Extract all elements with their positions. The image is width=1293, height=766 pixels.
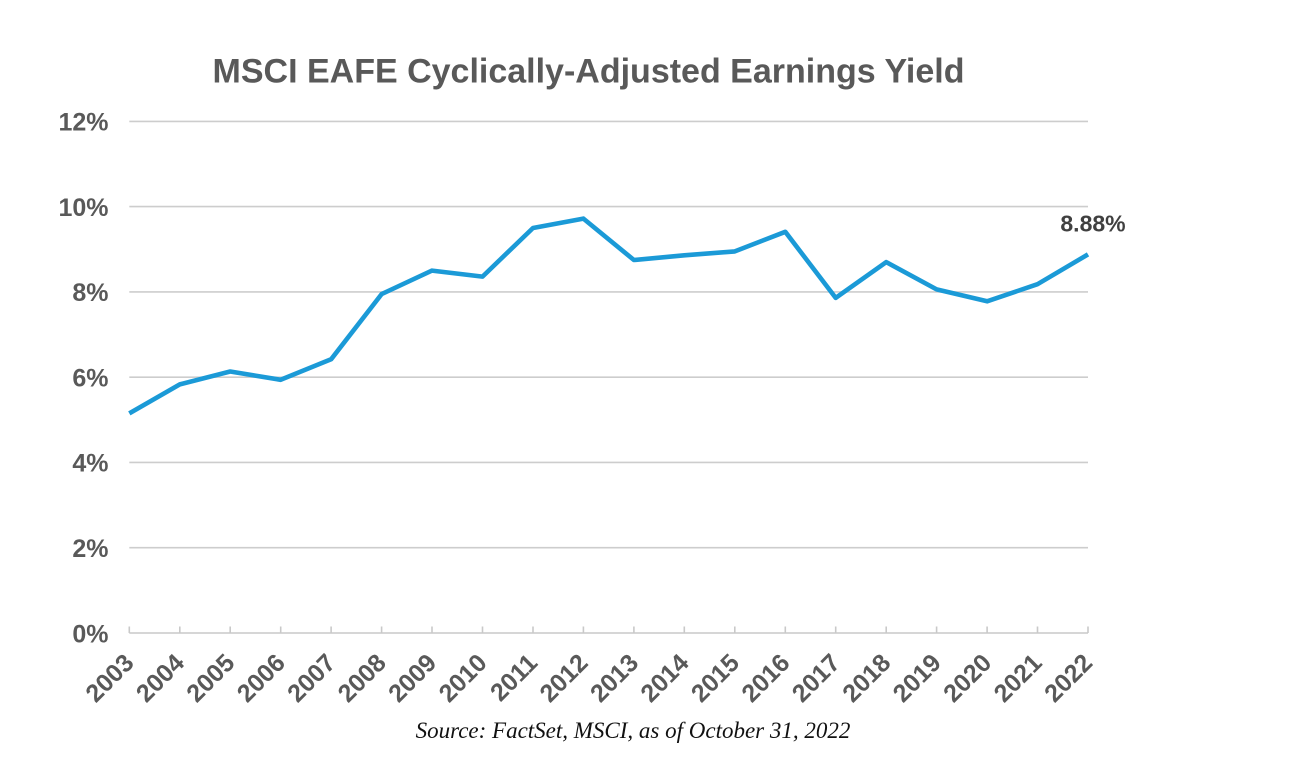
svg-text:2%: 2% xyxy=(72,535,108,563)
svg-text:12%: 12% xyxy=(58,109,108,137)
svg-text:8%: 8% xyxy=(72,279,108,307)
svg-text:6%: 6% xyxy=(72,365,108,393)
svg-text:Source: FactSet, MSCI, as of O: Source: FactSet, MSCI, as of October 31,… xyxy=(416,718,851,743)
svg-text:MSCI EAFE Cyclically-Adjusted: MSCI EAFE Cyclically-Adjusted Earnings Y… xyxy=(213,52,965,90)
svg-text:4%: 4% xyxy=(72,450,108,478)
svg-text:8.88%: 8.88% xyxy=(1060,211,1125,237)
svg-text:0%: 0% xyxy=(72,620,108,648)
svg-text:10%: 10% xyxy=(58,194,108,222)
